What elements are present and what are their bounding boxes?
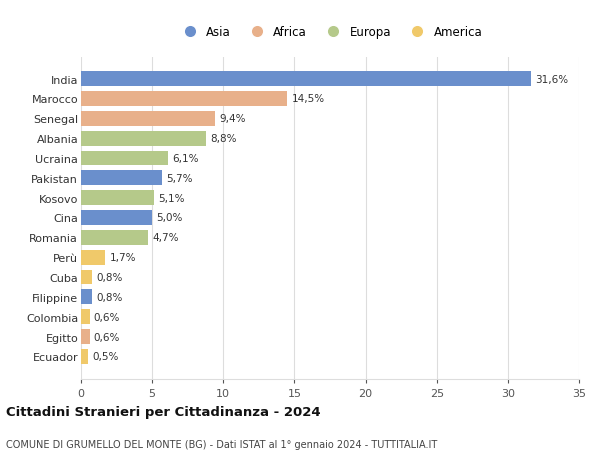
Text: 0,5%: 0,5% <box>92 352 119 362</box>
Bar <box>81 270 92 285</box>
Text: 1,7%: 1,7% <box>109 252 136 263</box>
Text: COMUNE DI GRUMELLO DEL MONTE (BG) - Dati ISTAT al 1° gennaio 2024 - TUTTITALIA.I: COMUNE DI GRUMELLO DEL MONTE (BG) - Dati… <box>6 440 437 449</box>
Bar <box>81 310 89 325</box>
Text: 0,6%: 0,6% <box>94 312 120 322</box>
Bar <box>81 92 287 106</box>
Bar <box>81 151 168 166</box>
Bar <box>81 349 88 364</box>
Bar <box>81 250 105 265</box>
Bar <box>81 211 152 225</box>
Text: 8,8%: 8,8% <box>211 134 237 144</box>
Text: 4,7%: 4,7% <box>152 233 179 243</box>
Text: Cittadini Stranieri per Cittadinanza - 2024: Cittadini Stranieri per Cittadinanza - 2… <box>6 405 320 419</box>
Text: 14,5%: 14,5% <box>292 94 325 104</box>
Bar <box>81 191 154 206</box>
Text: 5,0%: 5,0% <box>157 213 183 223</box>
Text: 0,8%: 0,8% <box>97 273 123 282</box>
Text: 5,7%: 5,7% <box>166 174 193 184</box>
Text: 6,1%: 6,1% <box>172 154 199 163</box>
Text: 31,6%: 31,6% <box>535 74 568 84</box>
Text: 5,1%: 5,1% <box>158 193 184 203</box>
Bar <box>81 230 148 245</box>
Bar <box>81 72 530 87</box>
Bar <box>81 330 89 344</box>
Text: 0,6%: 0,6% <box>94 332 120 342</box>
Bar <box>81 290 92 305</box>
Text: 0,8%: 0,8% <box>97 292 123 302</box>
Bar <box>81 171 162 186</box>
Text: 9,4%: 9,4% <box>219 114 245 124</box>
Bar <box>81 112 215 126</box>
Legend: Asia, Africa, Europa, America: Asia, Africa, Europa, America <box>173 22 487 44</box>
Bar <box>81 131 206 146</box>
